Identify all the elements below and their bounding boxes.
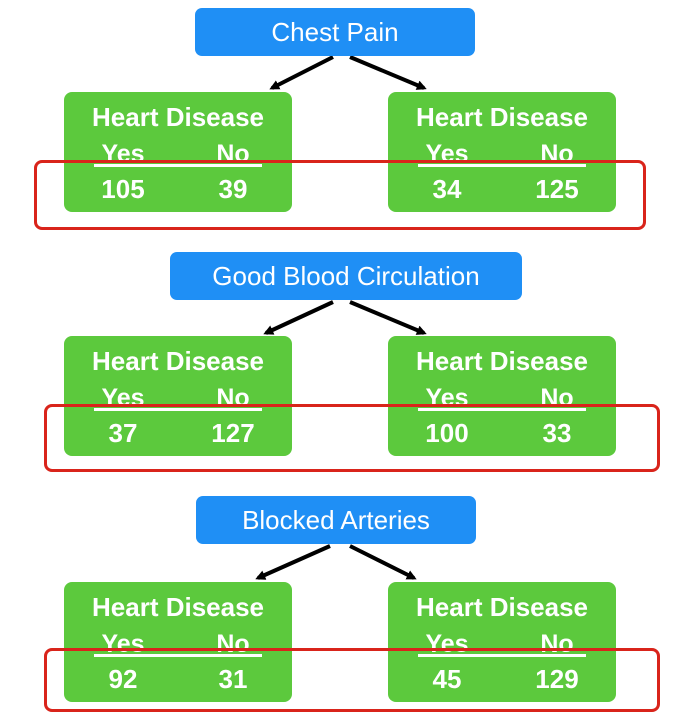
leaf-left-good-blood-circulation: Heart Disease Yes No 37 127 xyxy=(64,336,292,456)
no-count: 125 xyxy=(535,174,579,204)
leaf-title: Heart Disease xyxy=(416,102,588,132)
arrow-left-3 xyxy=(255,544,331,580)
yes-label: Yes xyxy=(425,630,469,652)
highlight-box-blocked-arteries xyxy=(44,648,660,712)
no-label: No xyxy=(216,384,250,406)
no-count: 129 xyxy=(535,664,579,694)
arrow-left-2 xyxy=(263,300,334,335)
root-node-blocked-arteries: Blocked Arteries xyxy=(196,496,476,544)
yes-label: Yes xyxy=(101,630,145,652)
leaf-title: Heart Disease xyxy=(416,346,588,376)
divider xyxy=(418,654,586,657)
no-label: No xyxy=(540,384,574,406)
no-label: No xyxy=(540,140,574,162)
no-label: No xyxy=(216,630,250,652)
divider xyxy=(94,654,262,657)
arrow-right-3 xyxy=(349,544,417,580)
no-count: 33 xyxy=(542,418,572,448)
arrow-right-2 xyxy=(349,300,427,335)
leaf-title: Heart Disease xyxy=(92,346,264,376)
yes-count: 105 xyxy=(101,174,145,204)
no-label: No xyxy=(540,630,574,652)
leaf-right-blocked-arteries: Heart Disease Yes No 45 129 xyxy=(388,582,616,702)
leaf-left-blocked-arteries: Heart Disease Yes No 92 31 xyxy=(64,582,292,702)
arrow-left-1 xyxy=(269,55,334,90)
yes-label: Yes xyxy=(425,140,469,162)
yes-label: Yes xyxy=(101,384,145,406)
leaf-title: Heart Disease xyxy=(92,592,264,622)
no-count: 127 xyxy=(211,418,255,448)
no-count: 31 xyxy=(218,664,248,694)
yes-count: 92 xyxy=(108,664,138,694)
leaf-right-good-blood-circulation: Heart Disease Yes No 100 33 xyxy=(388,336,616,456)
arrow-right-1 xyxy=(349,55,427,90)
yes-label: Yes xyxy=(101,140,145,162)
no-label: No xyxy=(216,140,250,162)
divider xyxy=(94,164,262,167)
yes-count: 34 xyxy=(432,174,462,204)
leaf-right-chest-pain: Heart Disease Yes No 34 125 xyxy=(388,92,616,212)
highlight-box-chest-pain xyxy=(34,160,646,230)
yes-count: 37 xyxy=(108,418,138,448)
no-count: 39 xyxy=(218,174,248,204)
divider xyxy=(418,408,586,411)
root-node-good-blood-circulation: Good Blood Circulation xyxy=(170,252,522,300)
leaf-title: Heart Disease xyxy=(92,102,264,132)
divider xyxy=(418,164,586,167)
divider xyxy=(94,408,262,411)
root-node-chest-pain: Chest Pain xyxy=(195,8,475,56)
yes-count: 45 xyxy=(432,664,462,694)
highlight-box-good-blood-circulation xyxy=(44,404,660,472)
leaf-title: Heart Disease xyxy=(416,592,588,622)
yes-label: Yes xyxy=(425,384,469,406)
leaf-left-chest-pain: Heart Disease Yes No 105 39 xyxy=(64,92,292,212)
yes-count: 100 xyxy=(425,418,469,448)
